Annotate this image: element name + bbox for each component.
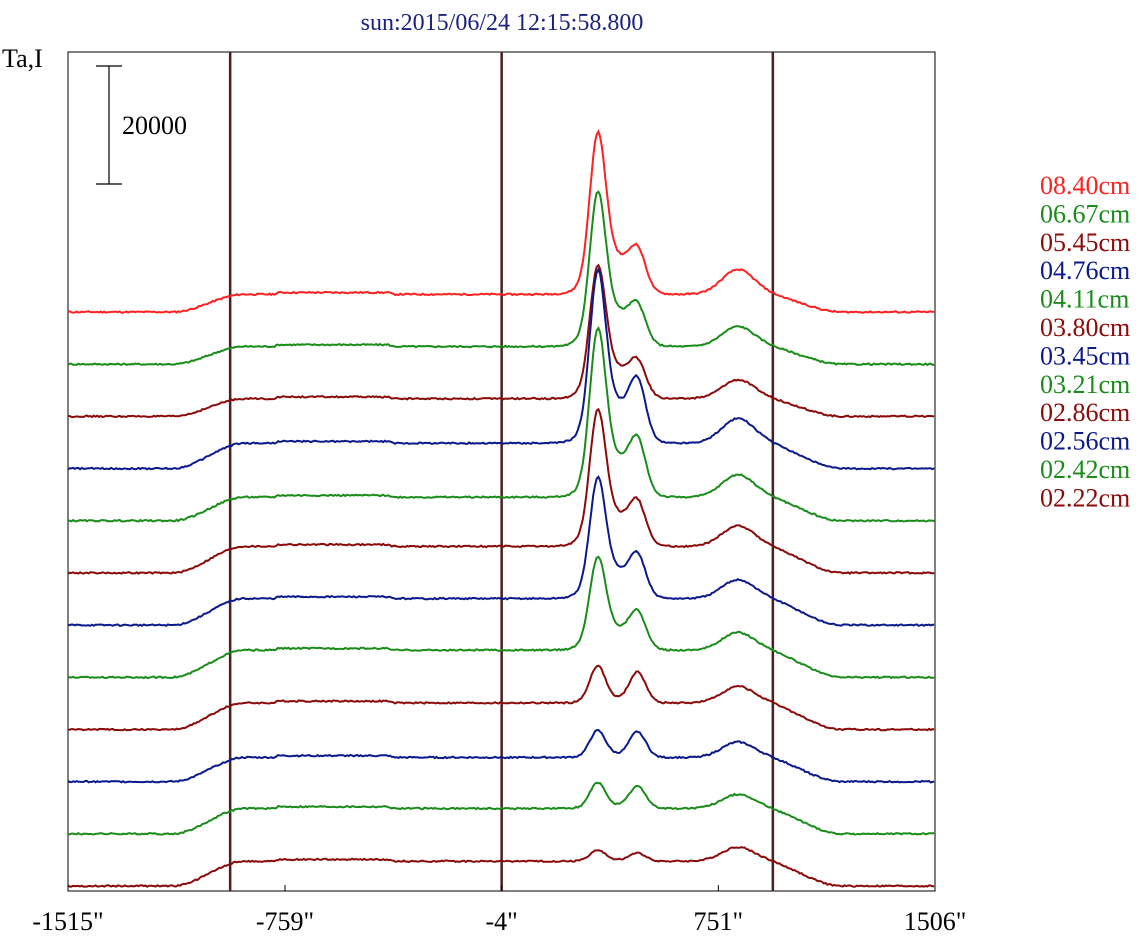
limb-lines	[228, 52, 775, 891]
legend-entry-06-67cm: 06.67cm	[1040, 199, 1130, 228]
legend-entry-08-40cm: 08.40cm	[1040, 171, 1130, 200]
series-line-02-22cm	[67, 846, 935, 888]
scale-bar-label: 20000	[122, 111, 187, 140]
legend-entry-04-76cm: 04.76cm	[1040, 256, 1130, 285]
scale-bar	[96, 65, 122, 185]
series-line-02-56cm	[67, 728, 935, 784]
series-line-04-11cm	[67, 326, 935, 523]
series-line-02-42cm	[67, 781, 935, 836]
legend-entry-02-56cm: 02.56cm	[1040, 427, 1130, 456]
legend-entry-02-22cm: 02.22cm	[1040, 483, 1130, 512]
chart-title: sun:2015/06/24 12:15:58.800	[361, 10, 644, 36]
legend-entry-02-42cm: 02.42cm	[1040, 455, 1130, 484]
x-tick-label-1: -759"	[256, 907, 314, 936]
legend: 08.40cm06.67cm05.45cm04.76cm04.11cm03.80…	[1040, 171, 1130, 512]
series-line-03-21cm	[67, 555, 935, 680]
x-ticks: -1515" -759" -4" 751" 1506"	[32, 885, 966, 936]
legend-entry-03-45cm: 03.45cm	[1040, 341, 1130, 370]
legend-entry-02-86cm: 02.86cm	[1040, 398, 1130, 427]
series-line-06-67cm	[67, 190, 935, 367]
series-line-04-76cm	[67, 267, 935, 471]
legend-entry-04-11cm: 04.11cm	[1040, 285, 1129, 314]
x-tick-label-4: 1506"	[904, 907, 967, 936]
legend-entry-03-80cm: 03.80cm	[1040, 313, 1130, 342]
x-tick-label-3: 751"	[694, 907, 744, 936]
x-tick-label-0: -1515"	[32, 907, 103, 936]
series-group	[67, 128, 935, 888]
x-tick-label-2: -4"	[486, 907, 518, 936]
legend-entry-05-45cm: 05.45cm	[1040, 228, 1130, 257]
y-axis-label: Ta,I	[2, 44, 43, 73]
series-line-03-80cm	[67, 407, 935, 575]
series-line-03-45cm	[68, 474, 935, 627]
series-line-05-45cm	[67, 263, 935, 419]
series-line-08-40cm	[67, 128, 935, 314]
legend-entry-03-21cm: 03.21cm	[1040, 370, 1130, 399]
series-line-02-86cm	[67, 664, 935, 732]
